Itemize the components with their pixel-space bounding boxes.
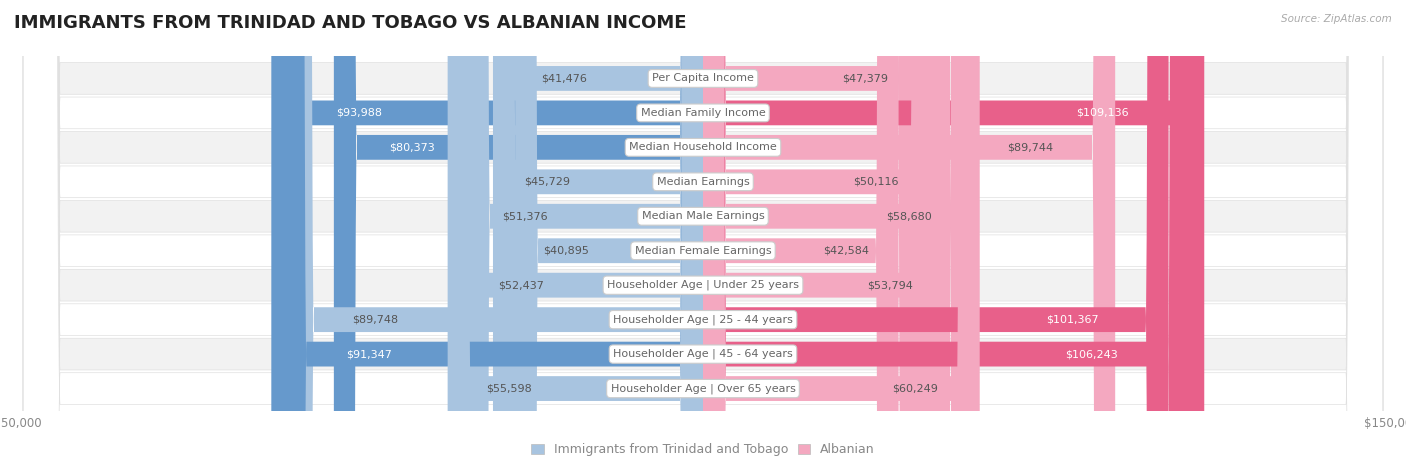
FancyBboxPatch shape bbox=[703, 0, 934, 467]
FancyBboxPatch shape bbox=[24, 0, 1382, 467]
FancyBboxPatch shape bbox=[24, 0, 1382, 467]
FancyBboxPatch shape bbox=[24, 0, 1382, 467]
FancyBboxPatch shape bbox=[24, 0, 1382, 467]
FancyBboxPatch shape bbox=[703, 0, 980, 467]
Legend: Immigrants from Trinidad and Tobago, Albanian: Immigrants from Trinidad and Tobago, Alb… bbox=[526, 439, 880, 461]
FancyBboxPatch shape bbox=[447, 0, 703, 467]
FancyBboxPatch shape bbox=[271, 0, 703, 467]
Text: $53,794: $53,794 bbox=[868, 280, 912, 290]
FancyBboxPatch shape bbox=[24, 0, 1382, 467]
FancyBboxPatch shape bbox=[24, 0, 1382, 467]
Text: $50,116: $50,116 bbox=[853, 177, 898, 187]
Text: $52,437: $52,437 bbox=[498, 280, 544, 290]
Text: $60,249: $60,249 bbox=[893, 383, 938, 394]
FancyBboxPatch shape bbox=[24, 0, 1382, 467]
FancyBboxPatch shape bbox=[24, 0, 1382, 467]
FancyBboxPatch shape bbox=[703, 0, 950, 467]
Text: $106,243: $106,243 bbox=[1064, 349, 1118, 359]
Text: $109,136: $109,136 bbox=[1077, 108, 1129, 118]
FancyBboxPatch shape bbox=[513, 0, 703, 467]
Text: $42,584: $42,584 bbox=[824, 246, 869, 256]
FancyBboxPatch shape bbox=[467, 0, 703, 467]
FancyBboxPatch shape bbox=[703, 0, 1115, 467]
Text: $101,367: $101,367 bbox=[1046, 315, 1098, 325]
Text: $58,680: $58,680 bbox=[886, 211, 932, 221]
Text: $89,748: $89,748 bbox=[353, 315, 399, 325]
FancyBboxPatch shape bbox=[703, 0, 1205, 467]
Text: $80,373: $80,373 bbox=[389, 142, 434, 152]
Text: Median Male Earnings: Median Male Earnings bbox=[641, 211, 765, 221]
FancyBboxPatch shape bbox=[284, 0, 703, 467]
FancyBboxPatch shape bbox=[703, 0, 921, 467]
Text: $45,729: $45,729 bbox=[524, 177, 571, 187]
Text: Median Family Income: Median Family Income bbox=[641, 108, 765, 118]
Text: Householder Age | 45 - 64 years: Householder Age | 45 - 64 years bbox=[613, 349, 793, 359]
FancyBboxPatch shape bbox=[291, 0, 703, 467]
FancyBboxPatch shape bbox=[703, 0, 1168, 467]
Text: Householder Age | 25 - 44 years: Householder Age | 25 - 44 years bbox=[613, 314, 793, 325]
Text: Per Capita Income: Per Capita Income bbox=[652, 73, 754, 84]
Text: $41,476: $41,476 bbox=[541, 73, 586, 84]
Text: IMMIGRANTS FROM TRINIDAD AND TOBAGO VS ALBANIAN INCOME: IMMIGRANTS FROM TRINIDAD AND TOBAGO VS A… bbox=[14, 14, 686, 32]
Text: $40,895: $40,895 bbox=[543, 246, 589, 256]
Text: $91,347: $91,347 bbox=[346, 349, 392, 359]
Text: $55,598: $55,598 bbox=[486, 383, 531, 394]
FancyBboxPatch shape bbox=[463, 0, 703, 467]
Text: $47,379: $47,379 bbox=[842, 73, 889, 84]
FancyBboxPatch shape bbox=[24, 0, 1382, 467]
Text: Householder Age | Over 65 years: Householder Age | Over 65 years bbox=[610, 383, 796, 394]
Text: Householder Age | Under 25 years: Householder Age | Under 25 years bbox=[607, 280, 799, 290]
Text: $93,988: $93,988 bbox=[336, 108, 382, 118]
Text: $89,744: $89,744 bbox=[1007, 142, 1053, 152]
FancyBboxPatch shape bbox=[333, 0, 703, 467]
FancyBboxPatch shape bbox=[494, 0, 703, 467]
Text: Median Earnings: Median Earnings bbox=[657, 177, 749, 187]
FancyBboxPatch shape bbox=[703, 0, 973, 467]
FancyBboxPatch shape bbox=[24, 0, 1382, 467]
FancyBboxPatch shape bbox=[515, 0, 703, 467]
Text: Median Household Income: Median Household Income bbox=[628, 142, 778, 152]
Text: $51,376: $51,376 bbox=[502, 211, 548, 221]
Text: Source: ZipAtlas.com: Source: ZipAtlas.com bbox=[1281, 14, 1392, 24]
FancyBboxPatch shape bbox=[703, 0, 898, 467]
Text: Median Female Earnings: Median Female Earnings bbox=[634, 246, 772, 256]
FancyBboxPatch shape bbox=[703, 0, 1191, 467]
